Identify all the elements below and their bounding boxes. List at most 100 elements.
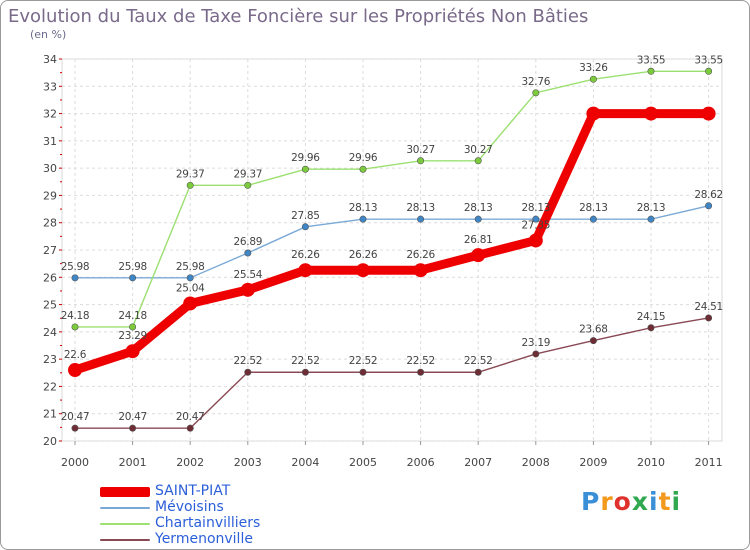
- data-point-yermenonville: [129, 424, 137, 432]
- data-point-chartainvilliers: [359, 165, 367, 173]
- y-tick-label: 30: [43, 162, 57, 175]
- data-label-yermenonville: 23.68: [579, 324, 608, 336]
- legend-swatch-yermenonville: [100, 539, 150, 541]
- data-label-saint-piat: 32: [702, 93, 715, 105]
- x-tick-label: 2002: [176, 456, 204, 469]
- data-point-yermenonville: [71, 424, 79, 432]
- data-label-saint-piat: 25.54: [234, 269, 263, 281]
- x-tick-label: 2010: [637, 456, 665, 469]
- x-tick-label: 2009: [579, 456, 607, 469]
- chart-title: Evolution du Taux de Taxe Foncière sur l…: [8, 6, 589, 27]
- data-point-chartainvilliers: [301, 165, 309, 173]
- data-point-chartainvilliers: [589, 75, 597, 83]
- series-line-mevoisins: [75, 205, 709, 279]
- data-label-mevoisins: 28.13: [349, 202, 378, 214]
- logo-letter: t: [658, 487, 672, 516]
- series-line-saint-piat: [70, 109, 714, 375]
- data-point-chartainvilliers: [647, 67, 655, 75]
- data-point-chartainvilliers: [129, 323, 137, 331]
- data-point-saint-piat: [528, 233, 543, 248]
- data-point-chartainvilliers: [71, 323, 79, 331]
- data-label-saint-piat: 23.29: [118, 330, 147, 342]
- legend-label-mevoisins: Mévoisins: [155, 499, 224, 515]
- data-label-mevoisins: 28.62: [694, 189, 723, 201]
- data-label-saint-piat: 26.26: [406, 249, 435, 261]
- logo-letter: o: [613, 487, 632, 516]
- data-label-yermenonville: 20.47: [118, 411, 147, 423]
- data-point-mevoisins: [129, 274, 137, 282]
- data-label-yermenonville: 20.47: [61, 411, 90, 423]
- logo-letter: r: [600, 487, 614, 516]
- unit-label: (en %): [30, 28, 67, 41]
- y-tick-label: 29: [43, 189, 57, 202]
- data-label-yermenonville: 22.52: [291, 355, 320, 367]
- legend-swatch-mevoisins: [100, 507, 150, 509]
- data-label-saint-piat: 26.26: [291, 249, 320, 261]
- data-point-yermenonville: [301, 368, 309, 376]
- data-point-mevoisins: [589, 215, 597, 223]
- data-label-mevoisins: 25.98: [61, 261, 90, 273]
- y-tick-label: 34: [43, 53, 57, 66]
- y-tick-label: 22: [43, 380, 57, 393]
- y-tick-label: 27: [43, 244, 57, 257]
- data-label-chartainvilliers: 29.96: [349, 152, 378, 164]
- data-point-mevoisins: [647, 215, 655, 223]
- data-point-saint-piat: [68, 363, 82, 378]
- data-label-yermenonville: 22.52: [464, 355, 493, 367]
- data-label-saint-piat: 25.04: [176, 282, 205, 294]
- y-tick-label: 28: [43, 217, 57, 230]
- data-label-chartainvilliers: 33.26: [579, 62, 608, 74]
- data-point-yermenonville: [647, 324, 655, 332]
- data-label-saint-piat: 26.26: [349, 249, 378, 261]
- data-label-mevoisins: 28.13: [522, 202, 551, 214]
- data-label-chartainvilliers: 32.76: [522, 76, 551, 88]
- data-point-mevoisins: [301, 223, 309, 231]
- data-label-chartainvilliers: 29.37: [234, 168, 263, 180]
- data-point-mevoisins: [71, 274, 79, 282]
- data-label-chartainvilliers: 29.96: [291, 152, 320, 164]
- data-point-yermenonville: [532, 350, 540, 358]
- x-tick-label: 2001: [119, 456, 147, 469]
- data-label-mevoisins: 28.13: [406, 202, 435, 214]
- data-point-saint-piat: [471, 248, 486, 263]
- data-point-saint-piat: [413, 263, 428, 278]
- x-tick-label: 2008: [522, 456, 550, 469]
- logo-letter: i: [649, 487, 659, 516]
- data-label-yermenonville: 24.51: [694, 301, 723, 313]
- data-point-saint-piat: [298, 263, 313, 278]
- data-point-mevoisins: [186, 274, 194, 282]
- data-label-mevoisins: 25.98: [176, 261, 205, 273]
- data-point-chartainvilliers: [474, 157, 482, 165]
- data-point-yermenonville: [589, 337, 597, 345]
- x-tick-label: 2007: [464, 456, 492, 469]
- data-point-yermenonville: [359, 368, 367, 376]
- data-label-saint-piat: 22.6: [64, 349, 87, 361]
- data-label-mevoisins: 26.89: [234, 236, 263, 248]
- data-label-yermenonville: 24.15: [637, 311, 666, 323]
- data-label-chartainvilliers: 30.27: [406, 144, 435, 156]
- x-tick-label: 2005: [349, 456, 377, 469]
- data-point-mevoisins: [474, 215, 482, 223]
- y-tick-label: 31: [43, 135, 57, 148]
- data-label-chartainvilliers: 30.27: [464, 144, 493, 156]
- legend-label-saint-piat: SAINT-PIAT: [155, 483, 231, 499]
- y-tick-label: 21: [43, 408, 57, 421]
- y-tick-label: 33: [43, 80, 57, 93]
- data-point-saint-piat: [183, 296, 198, 311]
- legend-swatch-chartainvilliers: [100, 523, 150, 525]
- data-point-mevoisins: [359, 215, 367, 223]
- data-point-mevoisins: [244, 249, 252, 257]
- data-point-yermenonville: [186, 424, 194, 432]
- data-point-saint-piat: [356, 263, 370, 278]
- data-point-yermenonville: [417, 368, 425, 376]
- data-point-mevoisins: [532, 215, 540, 223]
- data-label-saint-piat: 32: [587, 93, 600, 105]
- data-point-chartainvilliers: [705, 67, 713, 75]
- y-tick-label: 23: [43, 353, 57, 366]
- logo-letter: x: [631, 487, 649, 516]
- data-point-saint-piat: [644, 106, 658, 121]
- data-point-yermenonville: [474, 368, 482, 376]
- legend-label-yermenonville: Yermenonville: [155, 531, 253, 547]
